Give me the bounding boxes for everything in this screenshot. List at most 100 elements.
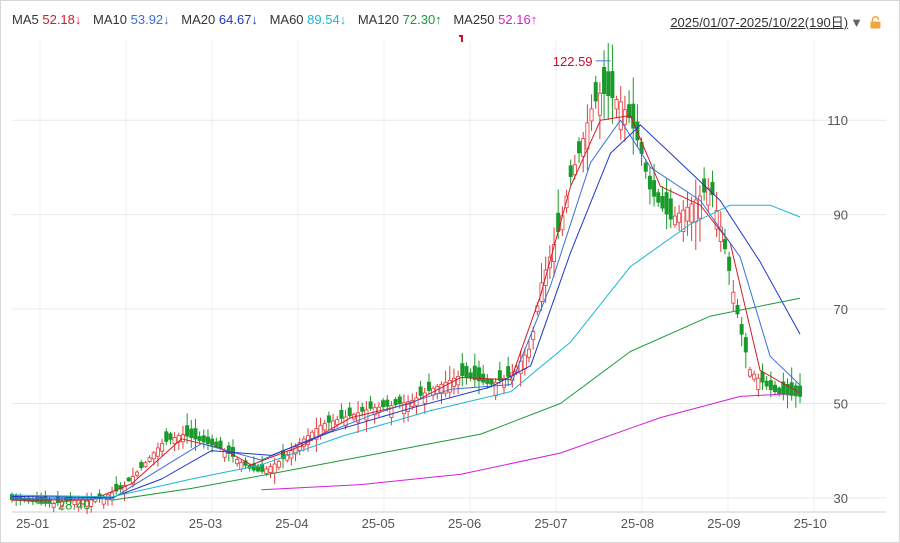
x-tick-label: 25-10 [794,516,827,531]
candle-body [747,369,752,377]
y-tick-label: 30 [834,491,848,506]
candle-body [647,175,652,190]
candle-body [756,377,761,391]
candle-body [464,366,469,378]
candle-body [443,381,448,394]
candle-body [255,466,260,472]
candle-body [147,457,152,462]
candle-body [22,497,27,502]
candle-body [235,459,240,465]
candle-body [472,365,477,380]
candle-body [677,212,682,223]
candle-body [798,385,803,397]
candle-body [681,209,686,232]
candle-body [93,498,98,503]
ma-line-ma60 [11,204,801,498]
legend-ma120: MA120 72.30↑ [357,12,442,27]
candle-body [581,138,586,157]
candle-body [773,384,778,393]
date-range-text[interactable]: 2025/01/07-2025/10/22(190日) [670,15,849,30]
candle-body [76,499,81,508]
candle-body [397,396,402,405]
candle-body [197,436,202,441]
candle-body [356,412,361,423]
candle-body [531,331,536,341]
candle-body [276,461,281,468]
candle-body [735,304,740,315]
candle-body [60,501,65,507]
legend-ma5: MA5 52.18↓ [12,12,82,27]
candle-body [172,437,177,445]
candle-body [185,425,190,437]
candle-body [460,363,465,376]
candle-body [589,108,594,122]
candle-body [752,373,757,380]
lock-icon[interactable] [869,16,882,29]
candle-body [614,99,619,110]
candle-body [602,66,607,94]
candle-body [643,162,648,172]
ma-line-ma250 [261,392,801,491]
candle-body [164,431,169,442]
ma-line-ma20 [11,124,801,499]
y-tick-label: 90 [834,208,848,223]
candle-body [347,407,352,417]
candle-body [385,399,390,407]
triangle-down-icon[interactable]: ▼ [850,15,863,30]
candle-body [205,436,210,444]
candle-body [493,381,498,397]
ma-line-ma5 [11,115,801,501]
candle-body [143,462,148,468]
candle-body [718,226,723,243]
candle-body [485,378,490,384]
candle-body [714,210,719,230]
candle-body [368,401,373,409]
candle-body [476,367,481,382]
candle-body [706,187,711,206]
candle-body [72,500,77,505]
candle-body [760,371,765,383]
candle-body [627,104,632,119]
candle-body [597,92,602,116]
ma-line-ma120 [111,297,801,501]
candle-body [593,82,598,102]
legend-ma10: MA10 53.92↓ [93,12,170,27]
candle-body [389,405,394,418]
x-tick-label: 25-02 [102,516,135,531]
legend-ma20: MA20 64.67↓ [181,12,258,27]
candle-body [489,379,494,385]
candle-body [497,370,502,381]
candle-body [722,239,727,250]
candle-body [135,471,140,476]
candle-body [360,406,365,412]
candle-body [201,435,206,443]
candle-body [447,379,452,393]
candle-body [339,410,344,419]
candle-body [322,423,327,431]
candle-body [672,215,677,226]
candle-body [393,399,398,406]
date-range-selector[interactable]: 2025/01/07-2025/10/22(190日) ▼ [670,12,882,31]
candle-body [314,428,319,440]
candle-body [439,383,444,395]
x-tick-label: 25-01 [16,516,49,531]
candle-body [768,380,773,391]
candle-body [176,435,181,443]
candle-body [406,401,411,412]
candle-body [189,428,194,438]
candle-body [451,377,456,387]
legend-ma250: MA250 52.16↑ [453,12,538,27]
candle-body [381,400,386,408]
candle-body [155,447,160,457]
candle-body [139,462,144,469]
candle-body [468,372,473,379]
candle-body [668,198,673,220]
x-tick-label: 25-07 [534,516,567,531]
candle-body [401,402,406,415]
candle-body [689,203,694,223]
candle-body [180,434,185,443]
x-tick-label: 25-04 [275,516,308,531]
x-tick-label: 25-09 [707,516,740,531]
y-tick-label: 50 [834,396,848,411]
candle-body [264,468,269,474]
